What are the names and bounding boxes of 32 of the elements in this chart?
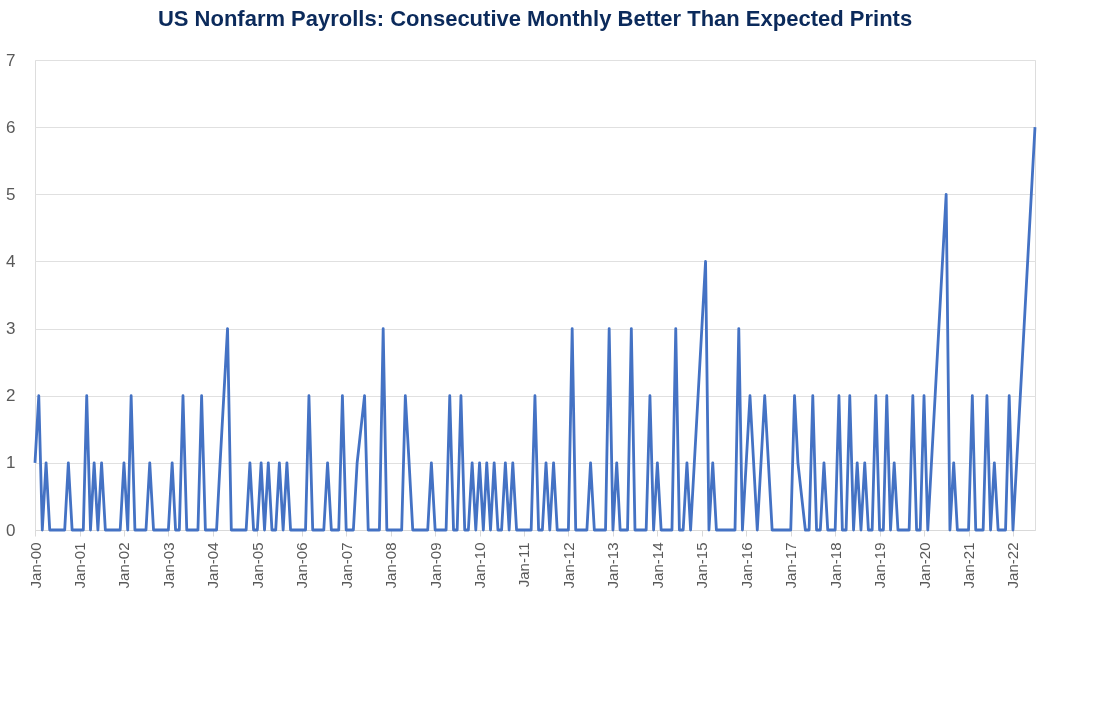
x-tick-label: Jan-01 <box>71 542 89 589</box>
x-tick-label: Jan-10 <box>471 542 489 589</box>
x-tick-label: Jan-09 <box>426 542 444 589</box>
x-tick-label: Jan-12 <box>559 542 577 589</box>
x-tick-label: Jan-21 <box>960 542 978 589</box>
y-tick-label: 6 <box>6 117 16 137</box>
x-tick-label: Jan-06 <box>293 542 311 589</box>
y-tick-label: 1 <box>6 453 16 473</box>
x-tick-label: Jan-22 <box>1004 542 1022 589</box>
x-tick-label: Jan-00 <box>26 542 44 589</box>
x-tick-label: Jan-04 <box>204 542 222 589</box>
x-tick-label: Jan-17 <box>782 542 800 589</box>
y-tick-label: 5 <box>6 184 16 204</box>
x-tick-label: Jan-02 <box>115 542 133 589</box>
y-tick-label: 0 <box>6 520 16 540</box>
y-tick-label: 3 <box>6 319 16 339</box>
x-tick-label: Jan-13 <box>604 542 622 589</box>
chart-title: US Nonfarm Payrolls: Consecutive Monthly Better Than Expected Prints <box>157 6 913 31</box>
x-tick-label: Jan-14 <box>648 542 666 589</box>
x-tick-label: Jan-08 <box>382 542 400 589</box>
y-tick-label: 2 <box>6 386 16 406</box>
y-tick-label: 7 <box>6 50 16 70</box>
x-tick-label: Jan-03 <box>159 542 177 589</box>
x-tick-label: Jan-19 <box>871 542 889 589</box>
x-tick-label: Jan-11 <box>515 542 533 588</box>
x-tick-label: Jan-18 <box>826 542 844 589</box>
y-tick-label: 4 <box>6 251 16 271</box>
x-tick-label: Jan-15 <box>693 542 711 589</box>
x-tick-label: Jan-16 <box>737 542 755 589</box>
x-tick-label: Jan-20 <box>915 542 933 589</box>
x-tick-label: Jan-07 <box>337 542 355 589</box>
x-tick-label: Jan-05 <box>248 542 266 589</box>
